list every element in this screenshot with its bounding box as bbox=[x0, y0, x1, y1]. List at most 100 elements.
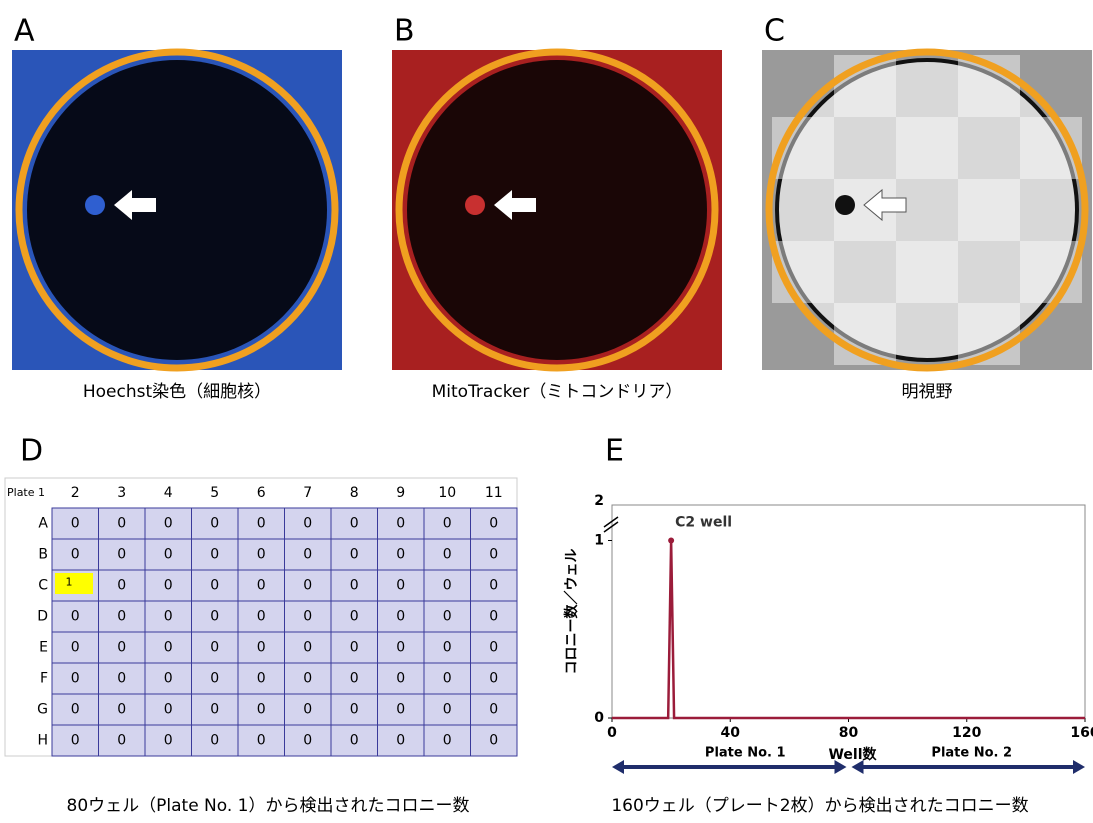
row-header: B bbox=[38, 547, 48, 563]
cell-value: 0 bbox=[396, 516, 405, 532]
cell-value: 0 bbox=[164, 516, 173, 532]
cell-value: 0 bbox=[489, 547, 498, 563]
colony bbox=[835, 195, 855, 215]
cell-value: 0 bbox=[71, 609, 80, 625]
panel-caption: 明視野 bbox=[902, 382, 953, 402]
range-label: Plate No. 1 bbox=[705, 746, 786, 761]
cell-value: 0 bbox=[117, 609, 126, 625]
panel-caption: MitoTracker（ミトコンドリア） bbox=[432, 382, 683, 402]
cell-highlight bbox=[55, 573, 93, 594]
cell-value: 0 bbox=[303, 640, 312, 656]
row-header: G bbox=[37, 702, 48, 718]
cell-value: 0 bbox=[489, 609, 498, 625]
cell-value: 0 bbox=[303, 702, 312, 718]
cell-value: 0 bbox=[257, 609, 266, 625]
colony bbox=[85, 195, 105, 215]
cell-value: 0 bbox=[303, 609, 312, 625]
cell-value: 0 bbox=[71, 516, 80, 532]
cell-value: 0 bbox=[257, 547, 266, 563]
cell-value: 0 bbox=[350, 609, 359, 625]
cell-value: 0 bbox=[350, 733, 359, 749]
cell-value: 0 bbox=[210, 640, 219, 656]
cell-value: 0 bbox=[164, 733, 173, 749]
cell-value: 0 bbox=[71, 671, 80, 687]
arrow-head bbox=[612, 760, 624, 774]
series-line bbox=[612, 541, 1085, 719]
cell-value: 0 bbox=[489, 516, 498, 532]
chart-caption: 160ウェル（プレート2枚）から検出されたコロニー数 bbox=[611, 796, 1028, 816]
y-axis-label: コロニー数／ウェル bbox=[563, 549, 580, 675]
column-header: 8 bbox=[350, 485, 359, 501]
cell-value: 0 bbox=[350, 702, 359, 718]
cell-value: 0 bbox=[71, 733, 80, 749]
cell-value: 0 bbox=[117, 733, 126, 749]
cell-value: 0 bbox=[443, 733, 452, 749]
tile bbox=[896, 241, 958, 303]
column-header: 5 bbox=[210, 485, 219, 501]
cell-value: 0 bbox=[350, 516, 359, 532]
panel-letter: C bbox=[764, 14, 785, 49]
colony bbox=[465, 195, 485, 215]
column-header: 3 bbox=[117, 485, 126, 501]
plot-frame bbox=[612, 505, 1085, 718]
cell-value: 0 bbox=[210, 547, 219, 563]
cell-value: 0 bbox=[396, 640, 405, 656]
panel-letter: E bbox=[605, 434, 624, 469]
peak-point bbox=[668, 538, 674, 544]
column-header: 7 bbox=[303, 485, 312, 501]
row-header: D bbox=[37, 609, 48, 625]
cell-value: 0 bbox=[164, 609, 173, 625]
x-tick-label: 80 bbox=[839, 725, 859, 741]
cell-value: 0 bbox=[396, 702, 405, 718]
panel-letter: B bbox=[394, 14, 415, 49]
axis-break bbox=[604, 517, 618, 527]
row-header: E bbox=[39, 640, 48, 656]
well-interior bbox=[777, 60, 1077, 360]
cell-value: 0 bbox=[489, 671, 498, 687]
cell-value: 0 bbox=[117, 547, 126, 563]
column-header: 11 bbox=[485, 485, 503, 501]
column-header: 2 bbox=[71, 485, 80, 501]
cell-value: 0 bbox=[489, 578, 498, 594]
cell-value: 0 bbox=[396, 733, 405, 749]
cell-value: 0 bbox=[164, 547, 173, 563]
well-interior bbox=[27, 60, 327, 360]
cell-value: 0 bbox=[257, 671, 266, 687]
column-header: 4 bbox=[164, 485, 173, 501]
annotation: C2 well bbox=[675, 515, 732, 531]
axis-break bbox=[604, 522, 618, 532]
cell-value: 0 bbox=[210, 578, 219, 594]
cell-value: 0 bbox=[443, 702, 452, 718]
table-caption: 80ウェル（Plate No. 1）から検出されたコロニー数 bbox=[67, 796, 470, 816]
panel-caption: Hoechst染色（細胞核） bbox=[83, 382, 271, 402]
cell-value: 0 bbox=[396, 578, 405, 594]
arrow-head bbox=[1073, 760, 1085, 774]
figure: A Hoechst染色（細胞核） B MitoTracker（ミトコンドリア） C 明視野… bbox=[0, 0, 1093, 819]
cell-value: 0 bbox=[117, 702, 126, 718]
cell-value: 0 bbox=[71, 702, 80, 718]
row-header: A bbox=[38, 516, 48, 532]
well-interior bbox=[407, 60, 707, 360]
tile bbox=[958, 179, 1020, 241]
tile bbox=[896, 117, 958, 179]
cell-value: 0 bbox=[350, 640, 359, 656]
cell-value: 0 bbox=[350, 671, 359, 687]
x-tick-label: 160 bbox=[1070, 725, 1093, 741]
row-header: F bbox=[40, 671, 48, 687]
cell-value: 0 bbox=[303, 578, 312, 594]
cell-value: 0 bbox=[489, 733, 498, 749]
cell-value: 0 bbox=[489, 640, 498, 656]
cell-value: 0 bbox=[443, 547, 452, 563]
cell-value: 0 bbox=[443, 516, 452, 532]
cell-value: 0 bbox=[257, 733, 266, 749]
y-break-label: 2 bbox=[594, 493, 604, 509]
x-tick-label: 120 bbox=[952, 725, 981, 741]
cell-value: 0 bbox=[210, 733, 219, 749]
cell-value: 0 bbox=[71, 547, 80, 563]
cell-value: 0 bbox=[117, 578, 126, 594]
cell-value: 0 bbox=[257, 702, 266, 718]
cell-value: 0 bbox=[303, 547, 312, 563]
cell-value: 0 bbox=[257, 578, 266, 594]
cell-value: 0 bbox=[443, 578, 452, 594]
cell-value: 0 bbox=[117, 640, 126, 656]
